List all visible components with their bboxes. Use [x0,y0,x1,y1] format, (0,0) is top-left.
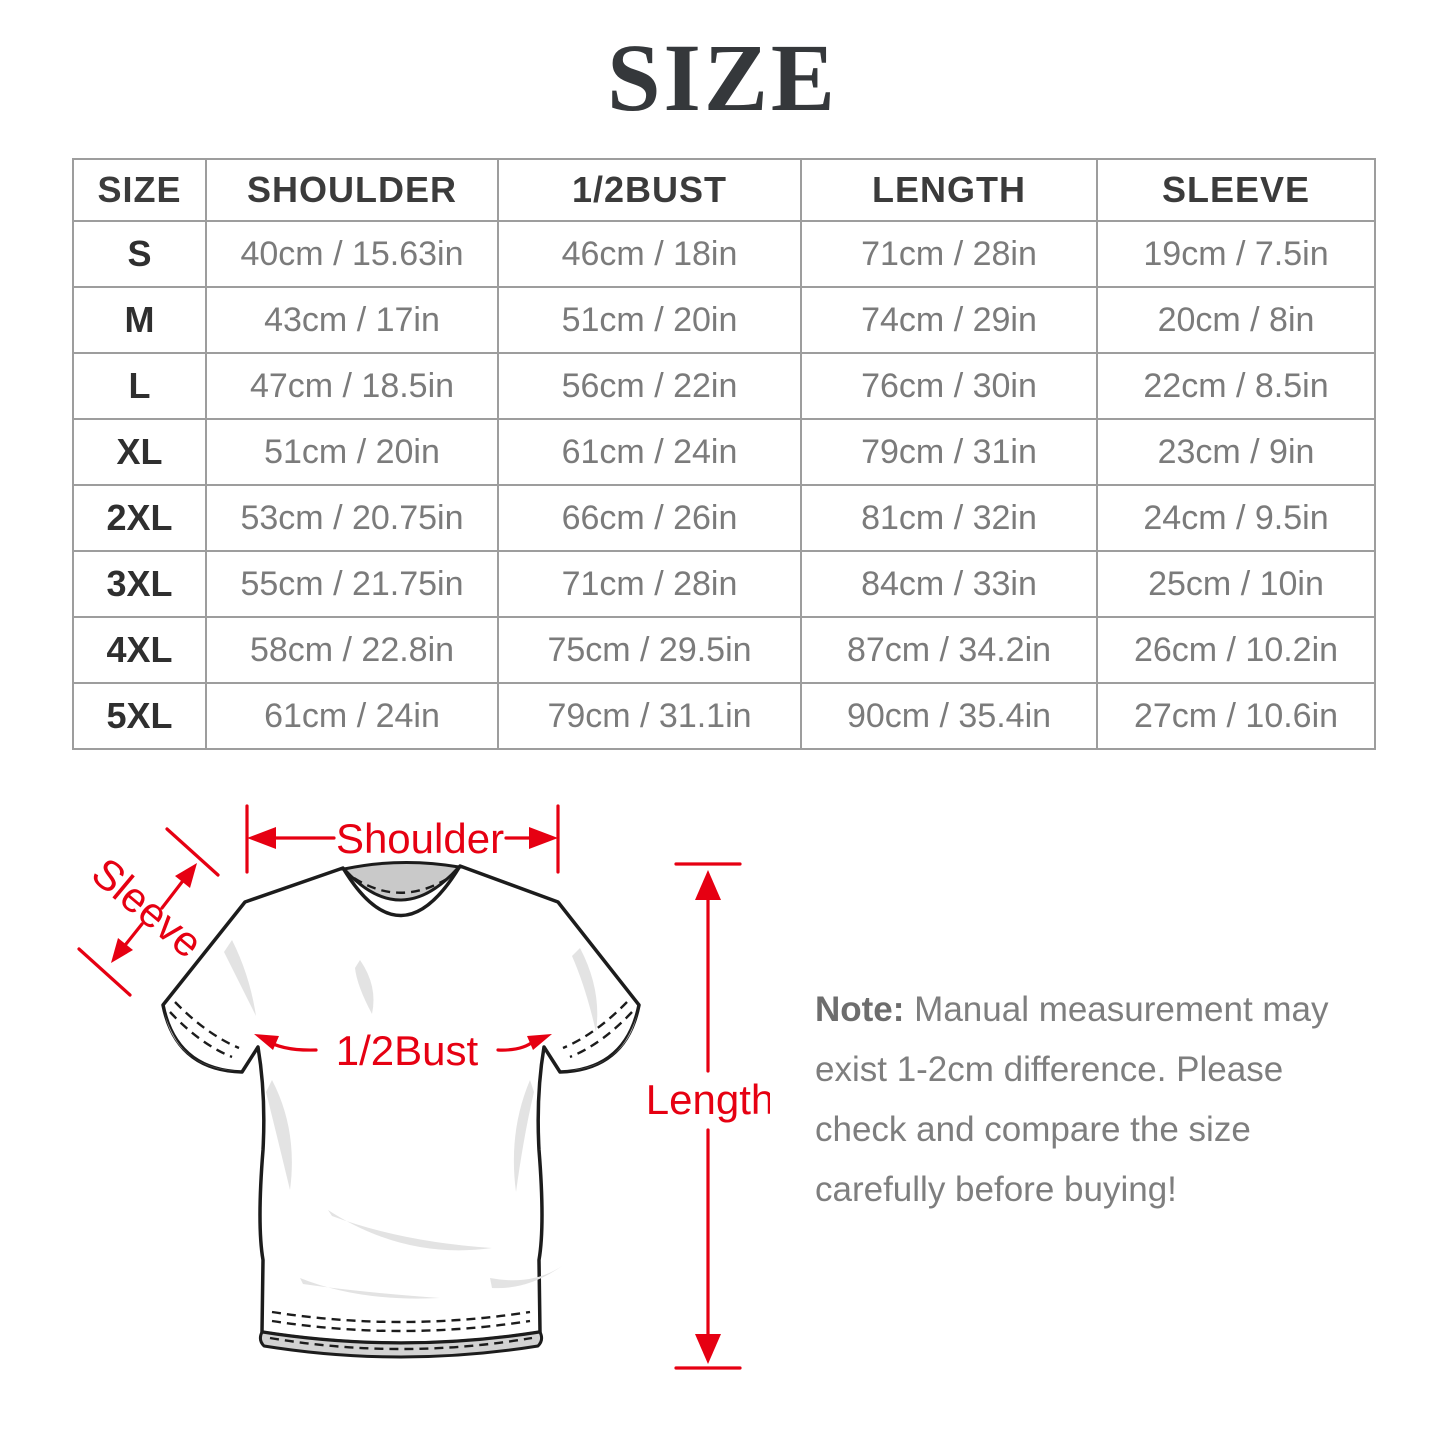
note-line: carefully before buying! [815,1170,1177,1209]
wrinkle-shape [572,948,598,1032]
note-label: Note: [815,990,905,1029]
wrinkle-shape [490,1266,562,1289]
table-row: S 40cm / 15.63in 46cm / 18in 71cm / 28in… [72,220,1376,288]
bust-value: 79cm / 31.1in [497,682,802,750]
wrinkle-shape [513,1080,534,1192]
bust-value: 75cm / 29.5in [497,616,802,684]
size-label: 3XL [72,550,207,618]
length-value: 90cm / 35.4in [800,682,1098,750]
wrinkle-shape [300,1278,440,1299]
hem-roll [258,1330,544,1359]
size-label: M [72,286,207,354]
wrinkle-shape [328,1210,492,1251]
sleeve-value: 25cm / 10in [1096,550,1376,618]
table-row: M 43cm / 17in 51cm / 20in 74cm / 29in 20… [72,286,1376,354]
col-header-length: LENGTH [800,158,1098,222]
sleeve-value: 22cm / 8.5in [1096,352,1376,420]
size-label: 4XL [72,616,207,684]
col-header-sleeve: SLEEVE [1096,158,1376,222]
hem-stitch [269,1336,533,1351]
hem-stitch [271,1319,531,1333]
left-cuff-stitch [174,1001,240,1050]
wrinkle-shape [355,960,374,1014]
table-row: 5XL 61cm / 24in 79cm / 31.1in 90cm / 35.… [72,682,1376,750]
bust-value: 51cm / 20in [497,286,802,354]
collar-stitch [353,875,451,894]
tshirt-outline [161,864,641,1345]
length-value: 71cm / 28in [800,220,1098,288]
shoulder-value: 43cm / 17in [205,286,499,354]
bust-measure-arrow: 1/2Bust [254,1027,552,1074]
length-label: Length [646,1076,770,1123]
bust-value: 56cm / 22in [497,352,802,420]
shoulder-value: 40cm / 15.63in [205,220,499,288]
note-line: exist 1-2cm difference. Please [815,1050,1284,1089]
collar-band [342,860,461,902]
table-row: L 47cm / 18.5in 56cm / 22in 76cm / 30in … [72,352,1376,420]
length-value: 81cm / 32in [800,484,1098,552]
shoulder-value: 55cm / 21.75in [205,550,499,618]
col-header-size: SIZE [72,158,207,222]
bust-value: 46cm / 18in [497,220,802,288]
bust-value: 71cm / 28in [497,550,802,618]
bust-value: 61cm / 24in [497,418,802,486]
size-table: SIZE SHOULDER 1/2BUST LENGTH SLEEVE S 40… [72,158,1376,750]
note-line: check and compare the size [815,1110,1251,1149]
note-text: Manual measurement may [914,990,1329,1029]
length-measure-arrow: Length [646,862,770,1370]
hem-stitch [271,1310,531,1324]
note-line: Note: Manual measurement may [815,980,1375,1040]
wrinkle-shape [266,1080,292,1190]
length-value: 74cm / 29in [800,286,1098,354]
sleeve-value: 23cm / 9in [1096,418,1376,486]
left-cuff-stitch [169,1011,233,1059]
table-row: 3XL 55cm / 21.75in 71cm / 28in 84cm / 33… [72,550,1376,618]
sleeve-value: 26cm / 10.2in [1096,616,1376,684]
measurement-note: Note: Manual measurement may exist 1-2cm… [815,980,1375,1220]
tshirt-measurement-diagram: Shoulder Sleeve 1/2Bust [60,780,770,1400]
bust-value: 66cm / 26in [497,484,802,552]
shoulder-value: 47cm / 18.5in [205,352,499,420]
length-value: 79cm / 31in [800,418,1098,486]
col-header-bust: 1/2BUST [497,158,802,222]
size-label: L [72,352,207,420]
length-value: 76cm / 30in [800,352,1098,420]
sleeve-value: 19cm / 7.5in [1096,220,1376,288]
table-row: 2XL 53cm / 20.75in 66cm / 26in 81cm / 32… [72,484,1376,552]
right-cuff-stitch [569,1011,633,1059]
length-value: 87cm / 34.2in [800,616,1098,684]
col-header-shoulder: SHOULDER [205,158,499,222]
size-label: 2XL [72,484,207,552]
size-label: 5XL [72,682,207,750]
shoulder-value: 51cm / 20in [205,418,499,486]
shoulder-value: 53cm / 20.75in [205,484,499,552]
sleeve-value: 24cm / 9.5in [1096,484,1376,552]
right-cuff-stitch [562,1001,628,1050]
table-row: 4XL 58cm / 22.8in 75cm / 29.5in 87cm / 3… [72,616,1376,684]
shoulder-label: Shoulder [336,815,504,862]
page-title: SIZE [607,24,838,131]
sleeve-value: 27cm / 10.6in [1096,682,1376,750]
size-label: XL [72,418,207,486]
wrinkle-shape [224,940,256,1016]
bust-label: 1/2Bust [336,1027,479,1074]
tshirt-diagram-svg: Shoulder Sleeve 1/2Bust [77,804,770,1370]
table-header-row: SIZE SHOULDER 1/2BUST LENGTH SLEEVE [72,158,1376,222]
shoulder-value: 61cm / 24in [205,682,499,750]
shoulder-measure-arrow: Shoulder [245,804,560,874]
sleeve-value: 20cm / 8in [1096,286,1376,354]
length-value: 84cm / 33in [800,550,1098,618]
size-label: S [72,220,207,288]
table-row: XL 51cm / 20in 61cm / 24in 79cm / 31in 2… [72,418,1376,486]
shoulder-value: 58cm / 22.8in [205,616,499,684]
